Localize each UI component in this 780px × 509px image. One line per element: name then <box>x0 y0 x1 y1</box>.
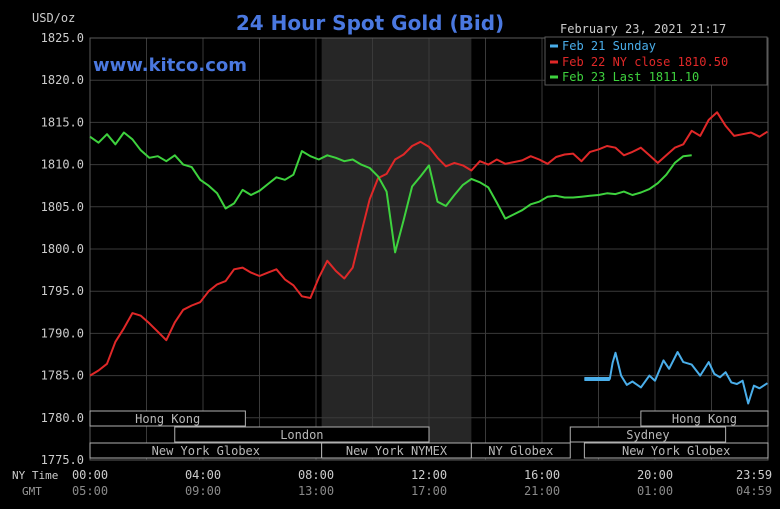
y-tick-label: 1780.0 <box>41 411 84 425</box>
x-tick-label-gmt: 01:00 <box>637 484 673 498</box>
x-tick-label-ny: 04:00 <box>185 468 221 482</box>
session-label: London <box>280 428 323 442</box>
y-tick-label: 1800.0 <box>41 242 84 256</box>
y-tick-label: 1815.0 <box>41 115 84 129</box>
x-tick-label-ny: 23:59 <box>736 468 772 482</box>
session-box <box>583 442 769 459</box>
session-box <box>174 426 430 443</box>
series-line-feb23 <box>89 131 692 254</box>
x-axis-row-label-gmt: GMT <box>22 485 42 498</box>
y-tick-label: 1775.0 <box>41 453 84 467</box>
x-tick-label-ny: 12:00 <box>411 468 447 482</box>
series-line-feb21 <box>584 351 768 405</box>
y-axis-unit-label: USD/oz <box>32 11 75 25</box>
session-label: Sydney <box>626 428 669 442</box>
series-line-feb22 <box>89 111 768 377</box>
y-tick-label: 1810.0 <box>41 158 84 172</box>
session-box <box>569 426 727 443</box>
y-tick-label: 1820.0 <box>41 73 84 87</box>
y-tick-label: 1805.0 <box>41 200 84 214</box>
legend: Feb 21 Sunday Feb 22 NY close 1810.50 Fe… <box>544 36 768 86</box>
chart-title: 24 Hour Spot Gold (Bid) <box>236 11 504 35</box>
x-tick-label-gmt: 17:00 <box>411 484 447 498</box>
y-tick-label: 1825.0 <box>41 31 84 45</box>
x-tick-label-gmt: 13:00 <box>298 484 334 498</box>
x-tick-label-gmt: 04:59 <box>736 484 772 498</box>
legend-label-feb23: Feb 23 Last 1811.10 <box>562 70 699 84</box>
session-box <box>470 442 571 459</box>
chart-timestamp: February 23, 2021 21:17 <box>560 22 726 36</box>
session-label: New York NYMEX <box>346 444 448 458</box>
legend-label-feb22: Feb 22 NY close 1810.50 <box>562 55 728 69</box>
x-tick-label-ny: 16:00 <box>524 468 560 482</box>
y-tick-label: 1785.0 <box>41 369 84 383</box>
legend-label-feb21: Feb 21 Sunday <box>562 39 656 53</box>
session-label: New York Globex <box>152 444 260 458</box>
x-axis-row-label-ny: NY Time <box>12 469 58 482</box>
x-tick-label-ny: 08:00 <box>298 468 334 482</box>
x-tick-label-ny: 20:00 <box>637 468 673 482</box>
x-tick-label-gmt: 05:00 <box>72 484 108 498</box>
y-tick-label: 1790.0 <box>41 326 84 340</box>
legend-box <box>544 36 768 86</box>
x-tick-label-gmt: 09:00 <box>185 484 221 498</box>
x-tick-label-ny: 00:00 <box>72 468 108 482</box>
session-label: New York Globex <box>622 444 730 458</box>
session-box <box>640 410 769 427</box>
session-label: Hong Kong <box>135 412 200 426</box>
plot-frame <box>89 37 769 461</box>
y-tick-label: 1795.0 <box>41 284 84 298</box>
watermark-url: www.kitco.com <box>93 55 247 76</box>
session-label: NY Globex <box>488 444 553 458</box>
session-box <box>89 410 246 427</box>
x-tick-label-gmt: 21:00 <box>524 484 560 498</box>
session-label: Hong Kong <box>672 412 737 426</box>
